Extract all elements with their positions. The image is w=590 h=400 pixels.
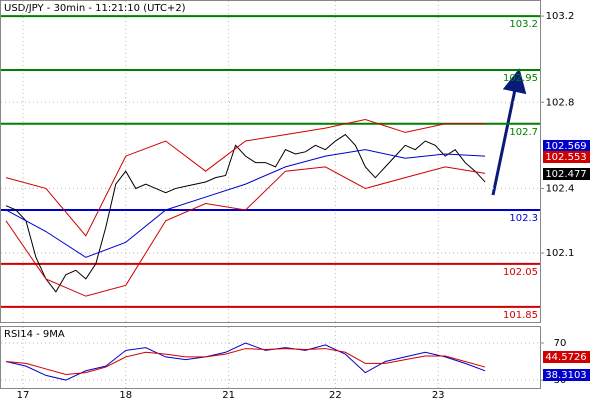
- series-line: [5, 166, 486, 297]
- y-tick-label: 70: [554, 338, 567, 349]
- level-label: 102.95: [503, 73, 538, 84]
- level-label: 103.2: [509, 19, 538, 30]
- x-tick-label: 18: [119, 390, 132, 400]
- x-tick-label: 21: [222, 390, 235, 400]
- level-label: 102.05: [503, 267, 538, 278]
- series-line: [5, 149, 486, 258]
- panel-title: RSI14 - 9MA: [4, 329, 65, 340]
- series-line: [5, 118, 486, 237]
- y-tick-label: 102.4: [546, 183, 575, 194]
- price-tag: [543, 140, 590, 152]
- price-tag-label: 102.553: [545, 152, 586, 163]
- x-tick-label: 23: [432, 390, 445, 400]
- y-tick-label: 102.8: [546, 97, 575, 108]
- series-line: [5, 348, 486, 375]
- price-tag: [543, 151, 590, 163]
- price-tag: [543, 351, 590, 363]
- panel-title: USD/JPY - 30min - 11:21:10 (UTC+2): [4, 3, 186, 14]
- y-tick-label: 102.1: [546, 248, 575, 259]
- series-line: [5, 342, 486, 381]
- price-frame: [0, 0, 541, 323]
- y-tick-label: 103.2: [546, 11, 575, 22]
- price-tag: [543, 369, 590, 381]
- rsi-frame: [0, 326, 541, 389]
- x-tick-label: 22: [329, 390, 342, 400]
- x-tick-label: 17: [17, 390, 30, 400]
- price-tag-label: 102.477: [545, 169, 586, 180]
- price-tag-label: 38.3103: [545, 370, 586, 381]
- series-line: [5, 133, 486, 293]
- price-tag: [543, 168, 590, 180]
- forecast-arrow: [491, 68, 527, 196]
- level-label: 102.7: [509, 127, 538, 138]
- level-label: 102.3: [509, 213, 538, 224]
- price-tag-label: 44.5726: [545, 352, 586, 363]
- level-label: 101.85: [503, 310, 538, 321]
- price-tag-label: 102.569: [545, 141, 586, 152]
